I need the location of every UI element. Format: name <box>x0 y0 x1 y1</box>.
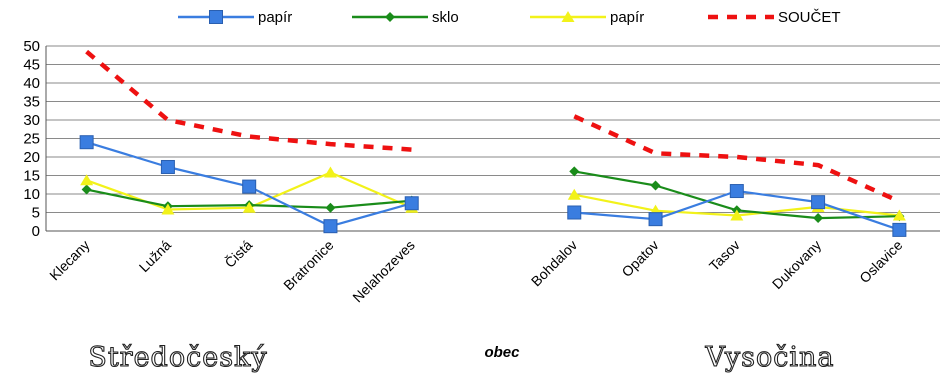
y-tick-label: 35 <box>23 94 40 111</box>
data-point-papir-0-nelahozeves <box>404 196 419 211</box>
series-markers <box>79 135 907 237</box>
data-point-papir-2-luzna <box>161 203 175 215</box>
data-point-papir-0-luzna <box>160 159 175 174</box>
data-point-papir-2-bratronice <box>323 166 337 178</box>
data-point-papir-0-tasov <box>729 184 744 199</box>
x-tick-label-opatov: Opatov <box>618 237 661 280</box>
data-point-sklo-1-klecany <box>81 184 92 195</box>
y-tick-label: 40 <box>23 75 40 92</box>
legend-label-soucet-3: SOUČET <box>778 9 841 26</box>
data-point-sklo-1-bratronice <box>325 202 336 213</box>
y-tick-label: 10 <box>23 186 40 203</box>
y-tick-label: 20 <box>23 149 40 166</box>
x-tick-label-bratronice: Bratronice <box>280 237 337 294</box>
y-tick-label: 45 <box>23 57 40 74</box>
data-point-papir-2-oslavice <box>892 209 906 221</box>
data-point-papir-0-cista <box>242 179 257 194</box>
region-label-vysocina: Vysočina <box>704 342 834 373</box>
x-tick-label-klecany: Klecany <box>46 237 93 284</box>
legend-label-sklo-1: sklo <box>432 9 459 26</box>
y-tick-label: 0 <box>32 223 40 240</box>
data-point-papir-0-opatov <box>648 212 663 227</box>
data-point-papir-0-bohdalov <box>567 205 582 220</box>
x-axis-ticks: Klecany Lužná Čistá Bratronice Nelahozeves Bo… <box>46 237 905 306</box>
legend-label-papir-0: papír <box>258 9 292 26</box>
series-lines <box>85 49 901 231</box>
x-tick-label-bohdalov: Bohdalov <box>528 237 581 290</box>
data-point-papir-0-klecany <box>79 135 94 150</box>
x-tick-label-dukovany: Dukovany <box>769 237 824 292</box>
legend-label-papir-2: papír <box>610 9 644 26</box>
x-axis-title: obec <box>484 344 520 361</box>
y-tick-label: 5 <box>32 205 40 222</box>
x-tick-label-luzna: Lužná <box>136 237 174 275</box>
x-tick-label-oslavice: Oslavice <box>856 237 905 286</box>
data-point-papir-0-dukovany <box>811 195 826 210</box>
data-point-papir-2-klecany <box>80 174 94 186</box>
legend-marker-papir-2 <box>561 11 575 22</box>
y-tick-label: 30 <box>23 112 40 129</box>
region-labels: Středočeský Vysočina <box>88 341 834 373</box>
series-line-soucet-3-0 <box>85 49 412 152</box>
y-tick-label: 50 <box>23 38 40 55</box>
x-tick-label-tasov: Tasov <box>706 237 743 274</box>
data-point-papir-2-bohdalov <box>567 188 581 200</box>
data-point-papir-2-cista <box>242 201 256 213</box>
series-line-soucet-3-1 <box>573 114 901 204</box>
data-point-sklo-1-bohdalov <box>569 166 580 177</box>
data-point-sklo-1-opatov <box>650 180 661 191</box>
y-tick-label: 15 <box>23 168 40 185</box>
data-point-papir-0-bratronice <box>323 219 338 234</box>
x-tick-label-nelahozeves: Nelahozeves <box>349 237 418 306</box>
legend: papír sklo papír SOUČET <box>178 9 841 26</box>
data-point-papir-0-oslavice <box>892 222 907 237</box>
y-tick-label: 25 <box>23 131 40 148</box>
gridlines <box>45 45 940 232</box>
legend-marker-papir-0 <box>209 10 223 24</box>
x-tick-label-cista: Čistá <box>221 237 255 271</box>
data-point-papir-2-tasov <box>730 209 744 221</box>
data-point-sklo-1-dukovany <box>813 213 824 224</box>
legend-marker-sklo-1 <box>385 12 395 22</box>
region-label-stredocesky: Středočeský <box>88 342 267 373</box>
